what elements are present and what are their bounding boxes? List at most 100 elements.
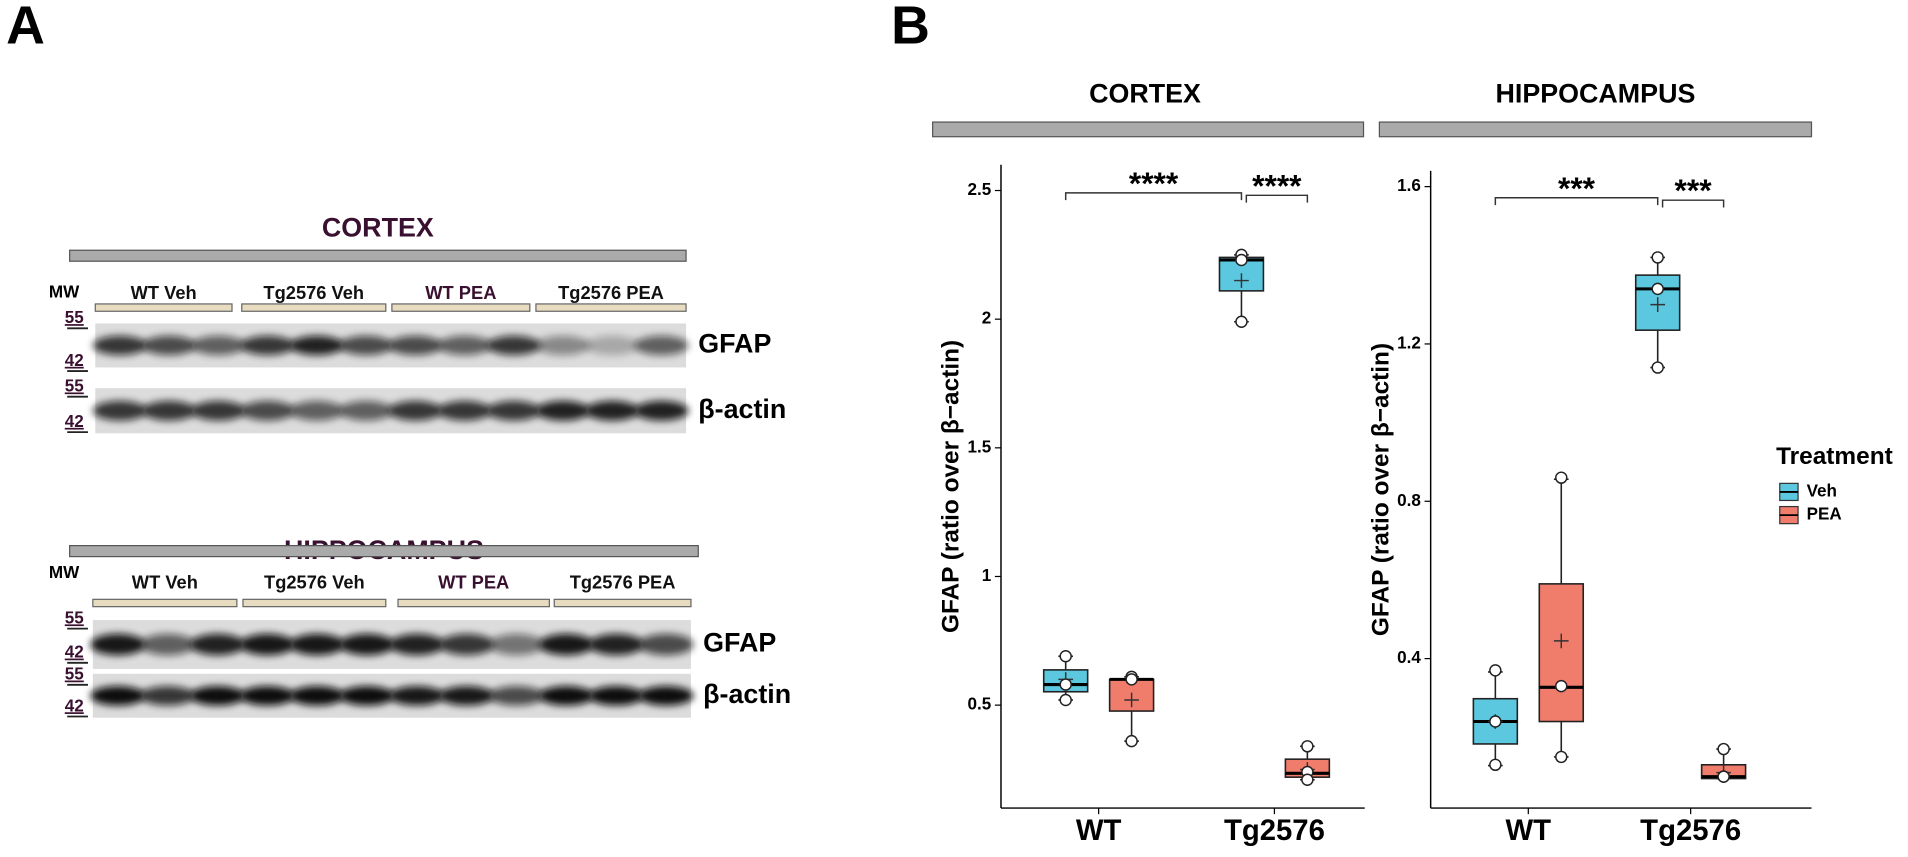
- mw-label: 42: [65, 412, 84, 431]
- blot-band: [489, 633, 544, 656]
- blot-band: [289, 400, 344, 421]
- box: [1538, 583, 1585, 723]
- blot-band: [634, 400, 689, 421]
- blot-band: [289, 633, 345, 656]
- significance-label: ***: [1558, 170, 1596, 206]
- y-tick-label: 2.5: [967, 180, 991, 199]
- y-tick-label: 1.2: [1397, 333, 1421, 352]
- data-point: [1059, 678, 1072, 691]
- blot-band: [142, 335, 197, 356]
- blot-band: [191, 400, 246, 421]
- group-bar: [553, 598, 692, 608]
- blot-band: [339, 633, 395, 656]
- group-bar: [242, 598, 387, 608]
- blot-band: [339, 686, 395, 706]
- blot-band: [437, 335, 492, 356]
- y-tick-label: 1: [982, 566, 992, 585]
- blot-band: [240, 335, 295, 356]
- mw-label: 55: [65, 376, 84, 395]
- blot-band: [389, 686, 445, 706]
- facet-title: HIPPOCAMPUS: [1496, 78, 1696, 108]
- y-axis-label: GFAP (ratio over β−actin): [1367, 343, 1394, 636]
- data-point: [1059, 650, 1072, 663]
- data-point: [1125, 673, 1138, 686]
- data-point: [1059, 693, 1072, 707]
- blot-band: [90, 686, 146, 706]
- blot-band: [190, 633, 245, 656]
- group-label: Tg2576 Veh: [264, 571, 365, 592]
- blot-band: [489, 686, 544, 706]
- group-bar: [397, 598, 550, 608]
- blot-band: [585, 335, 640, 356]
- legend-label: Veh: [1807, 481, 1837, 500]
- data-point: [1125, 734, 1138, 748]
- title-bar: [69, 249, 687, 262]
- blot-band: [486, 400, 541, 421]
- y-tick-label: 2: [982, 309, 992, 328]
- blot-band: [240, 400, 295, 421]
- y-tick-label: 0.5: [967, 695, 991, 714]
- group-label: WT Veh: [132, 571, 198, 592]
- significance-bracket: [1661, 199, 1725, 208]
- blot-band: [289, 335, 344, 356]
- group-label: WT PEA: [438, 571, 509, 592]
- y-tick-label: 1.5: [967, 437, 991, 456]
- blot-band: [92, 400, 147, 421]
- mean-marker: [1650, 297, 1666, 312]
- mean-marker: [1124, 692, 1139, 708]
- blot-band: [638, 686, 694, 706]
- x-tick-label: WT: [1076, 814, 1122, 847]
- group-label: Tg2576 PEA: [558, 282, 664, 303]
- blot-band: [638, 633, 694, 656]
- blot-band: [634, 335, 689, 356]
- blot-band: [338, 400, 394, 421]
- y-axis-label: GFAP (ratio over β−actin): [938, 340, 965, 633]
- data-point: [1301, 740, 1314, 753]
- significance-label: ****: [1252, 167, 1302, 203]
- mw-label: 42: [65, 643, 84, 662]
- group-label: WT Veh: [131, 282, 197, 303]
- blot-band: [90, 633, 146, 656]
- blot-band: [388, 335, 443, 356]
- significance-label: ****: [1129, 165, 1179, 201]
- y-tick-label: 0.8: [1397, 491, 1421, 510]
- mw-label: 55: [65, 608, 84, 627]
- blot-band: [588, 686, 644, 706]
- data-point: [1717, 770, 1730, 783]
- group-label: Tg2576 PEA: [570, 571, 676, 592]
- blot-band: [439, 686, 495, 706]
- blot-band: [190, 686, 245, 706]
- data-point: [1651, 282, 1664, 296]
- data-point: [1717, 742, 1730, 756]
- data-point: [1555, 679, 1568, 693]
- data-point: [1489, 664, 1502, 677]
- blot-band: [535, 400, 591, 421]
- group-label: Tg2576 Veh: [263, 282, 364, 303]
- mw-label: 55: [65, 308, 84, 327]
- group-label: WT PEA: [425, 282, 496, 303]
- blot-band: [239, 686, 295, 706]
- blot-band: [439, 633, 495, 656]
- title-bar: [69, 545, 699, 558]
- y-tick-label: 0.4: [1397, 648, 1421, 667]
- row-label: β-actin: [703, 679, 791, 709]
- blot-band: [486, 335, 541, 356]
- blot-band: [585, 400, 640, 421]
- blot-band: [191, 335, 246, 356]
- blot-band: [140, 686, 196, 706]
- data-point: [1651, 361, 1664, 374]
- data-point: [1555, 471, 1568, 484]
- x-tick-label: Tg2576: [1224, 814, 1325, 847]
- data-point: [1235, 253, 1248, 267]
- data-point: [1651, 251, 1664, 264]
- blot-band: [289, 686, 345, 706]
- data-point: [1489, 758, 1502, 772]
- facet-title: CORTEX: [1089, 78, 1201, 108]
- blot-band: [239, 633, 295, 656]
- y-tick-label: 1.6: [1397, 176, 1421, 195]
- blot-band: [140, 633, 196, 656]
- mw-label: 42: [65, 351, 84, 370]
- facet-strip: [932, 121, 1365, 138]
- facet-strip: [1378, 121, 1813, 138]
